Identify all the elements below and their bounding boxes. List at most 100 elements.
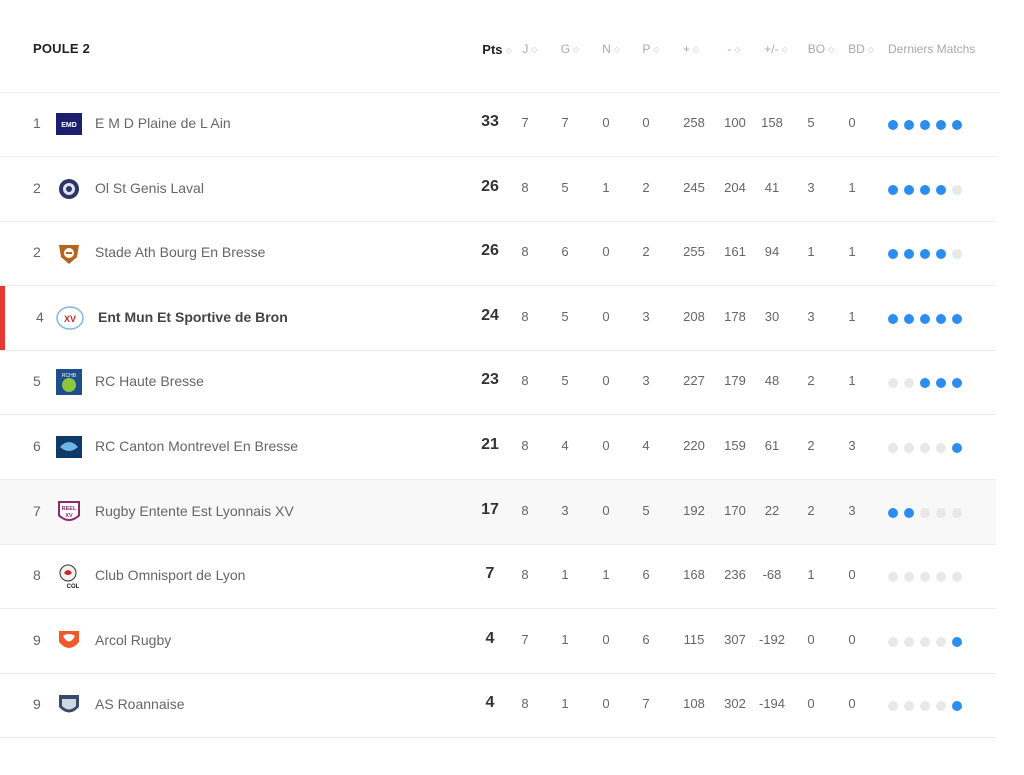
team-name-link[interactable]: RC Canton Montrevel En Bresse [95, 438, 299, 454]
form-dot-empty [904, 378, 914, 389]
sort-icon[interactable]: ◇ [573, 45, 580, 54]
column-header-last[interactable]: Derniers Matchs [888, 42, 975, 56]
cell-bd: 0 [848, 115, 856, 130]
form-dot-empty [904, 572, 914, 583]
table-row[interactable]: 9 AS Roannaise 4 8 1 0 7 108 302 -194 0 0 [0, 673, 996, 739]
cell-p: 3 [642, 308, 650, 324]
column-header-label: Pts [482, 42, 503, 57]
cell-pts: 26 [481, 177, 499, 195]
team-name-link[interactable]: Stade Ath Bourg En Bresse [95, 244, 266, 261]
table-row[interactable]: 5 RCHB RC Haute Bresse 23 8 5 0 3 227 179 48 2 1 [0, 350, 996, 416]
column-header-label: J [522, 42, 529, 56]
sort-icon[interactable]: ◇ [781, 45, 788, 54]
column-header-pts[interactable]: Pts ◇ [482, 42, 511, 57]
rchb-logo-icon: RCHB [55, 368, 83, 396]
sort-icon[interactable]: ◇ [505, 46, 512, 55]
team-name-link[interactable]: Rugby Entente Est Lyonnais XV [95, 502, 294, 519]
rank: 1 [33, 115, 41, 131]
team-name-link[interactable]: Ent Mun Et Sportive de Bron [98, 308, 288, 325]
sort-icon[interactable]: ◇ [613, 45, 620, 54]
emd-logo-icon: EMD [55, 110, 83, 138]
column-header-label: + [682, 42, 690, 56]
col-logo-icon: COL [55, 562, 83, 590]
column-header-bd[interactable]: BD ◇ [848, 42, 874, 56]
form-dot-empty [888, 572, 898, 583]
sort-icon[interactable]: ◇ [828, 45, 835, 54]
cell-bd: 0 [848, 696, 856, 712]
cell-bo: 2 [807, 502, 815, 518]
form-dot-empty [952, 184, 962, 195]
cell-n: 0 [602, 244, 610, 260]
column-header-j[interactable]: J ◇ [522, 42, 537, 56]
cell-bo: 2 [807, 373, 815, 389]
sort-icon[interactable]: ◇ [692, 45, 700, 54]
svg-text:REEL: REEL [62, 506, 77, 512]
cell-n: 0 [602, 631, 610, 647]
form-dot-empty [888, 443, 898, 453]
sort-icon[interactable]: ◇ [734, 45, 741, 54]
team-name-link[interactable]: Arcol Rugby [95, 631, 172, 648]
team-name-link[interactable]: Ol St Genis Laval [95, 179, 204, 196]
cell-pts: 33 [481, 113, 499, 130]
cell-pts: 7 [485, 565, 495, 583]
table-row[interactable]: 8 COL Club Omnisport de Lyon 7 8 1 1 6 168 236 -68… [0, 544, 996, 610]
recent-form [888, 313, 962, 324]
sort-icon[interactable]: ◇ [531, 45, 538, 54]
recent-form [888, 572, 962, 583]
cell-n: 0 [602, 115, 610, 130]
rank: 5 [33, 373, 41, 390]
cell-minus: 204 [724, 179, 746, 195]
cell-n: 0 [602, 308, 610, 324]
table-row[interactable]: 1 EMD E M D Plaine de L Ain 33 7 7 0 0 258 100 158… [0, 92, 996, 157]
cell-plus: 192 [683, 502, 705, 518]
column-header-n[interactable]: N ◇ [602, 42, 620, 56]
form-dot-win [936, 313, 946, 324]
table-row[interactable]: 6 RC Canton Montrevel En Bresse 21 8 4 0 4 220 1… [0, 415, 996, 480]
column-header-plus[interactable]: + ◇ [683, 42, 699, 56]
cell-bo: 0 [807, 696, 815, 712]
cell-j: 8 [521, 244, 529, 260]
team-name-link[interactable]: AS Roannaise [95, 696, 185, 713]
cell-g: 3 [561, 502, 569, 518]
table-row[interactable]: 2 Stade Ath Bourg En Bresse 26 8 6 0 2 255 161 94… [0, 221, 996, 287]
team-name-link[interactable]: E M D Plaine de L Ain [95, 115, 231, 131]
form-dot-empty [952, 572, 962, 583]
column-header-minus[interactable]: - ◇ [727, 42, 740, 56]
cell-minus: 159 [724, 438, 746, 453]
reel-logo-icon: REEL XV [55, 498, 83, 526]
cell-p: 5 [642, 502, 650, 518]
cell-bd: 0 [848, 567, 856, 583]
form-dot-win [952, 443, 962, 453]
table-row[interactable]: 7 REEL XV Rugby Entente Est Lyonnais XV 17 8 3… [0, 479, 996, 545]
cell-bd: 3 [848, 502, 856, 518]
rank: 2 [33, 244, 41, 261]
team-name-link[interactable]: Club Omnisport de Lyon [95, 567, 246, 584]
cell-bd: 0 [848, 631, 856, 647]
cell-diff: 94 [764, 244, 780, 260]
sort-icon[interactable]: ◇ [867, 45, 874, 54]
sort-icon[interactable]: ◇ [653, 45, 660, 54]
form-dot-win [952, 313, 962, 324]
table-row[interactable]: 9 Arcol Rugby 4 7 1 0 6 115 307 -192 0 0 [0, 609, 996, 674]
cell-bo: 1 [807, 567, 815, 583]
table-row[interactable]: 4 XV Ent Mun Et Sportive de Bron 24 8 5 0 3 208 1… [0, 285, 996, 351]
cell-minus: 307 [724, 631, 746, 647]
form-dot-empty [904, 443, 914, 453]
column-header-g[interactable]: G ◇ [561, 42, 580, 56]
table-row[interactable]: 2 Ol St Genis Laval 26 8 5 1 2 245 204 41 3 1 [0, 157, 996, 222]
column-header-bo[interactable]: BO ◇ [808, 42, 835, 56]
form-dot-empty [920, 507, 930, 518]
form-dot-empty [888, 636, 898, 647]
column-header-p[interactable]: P ◇ [642, 42, 659, 56]
rank: 2 [33, 179, 41, 196]
column-header-label: Derniers Matchs [888, 42, 976, 56]
cell-diff: -194 [758, 696, 786, 712]
form-dot-win [888, 120, 898, 130]
cell-j: 8 [521, 179, 529, 195]
cell-j: 8 [521, 308, 529, 324]
column-header-diff[interactable]: +/- ◇ [764, 42, 788, 56]
cell-plus: 208 [683, 308, 705, 324]
cell-j: 7 [521, 115, 529, 130]
team-name-link[interactable]: RC Haute Bresse [95, 373, 204, 390]
cell-pts: 21 [481, 436, 499, 453]
